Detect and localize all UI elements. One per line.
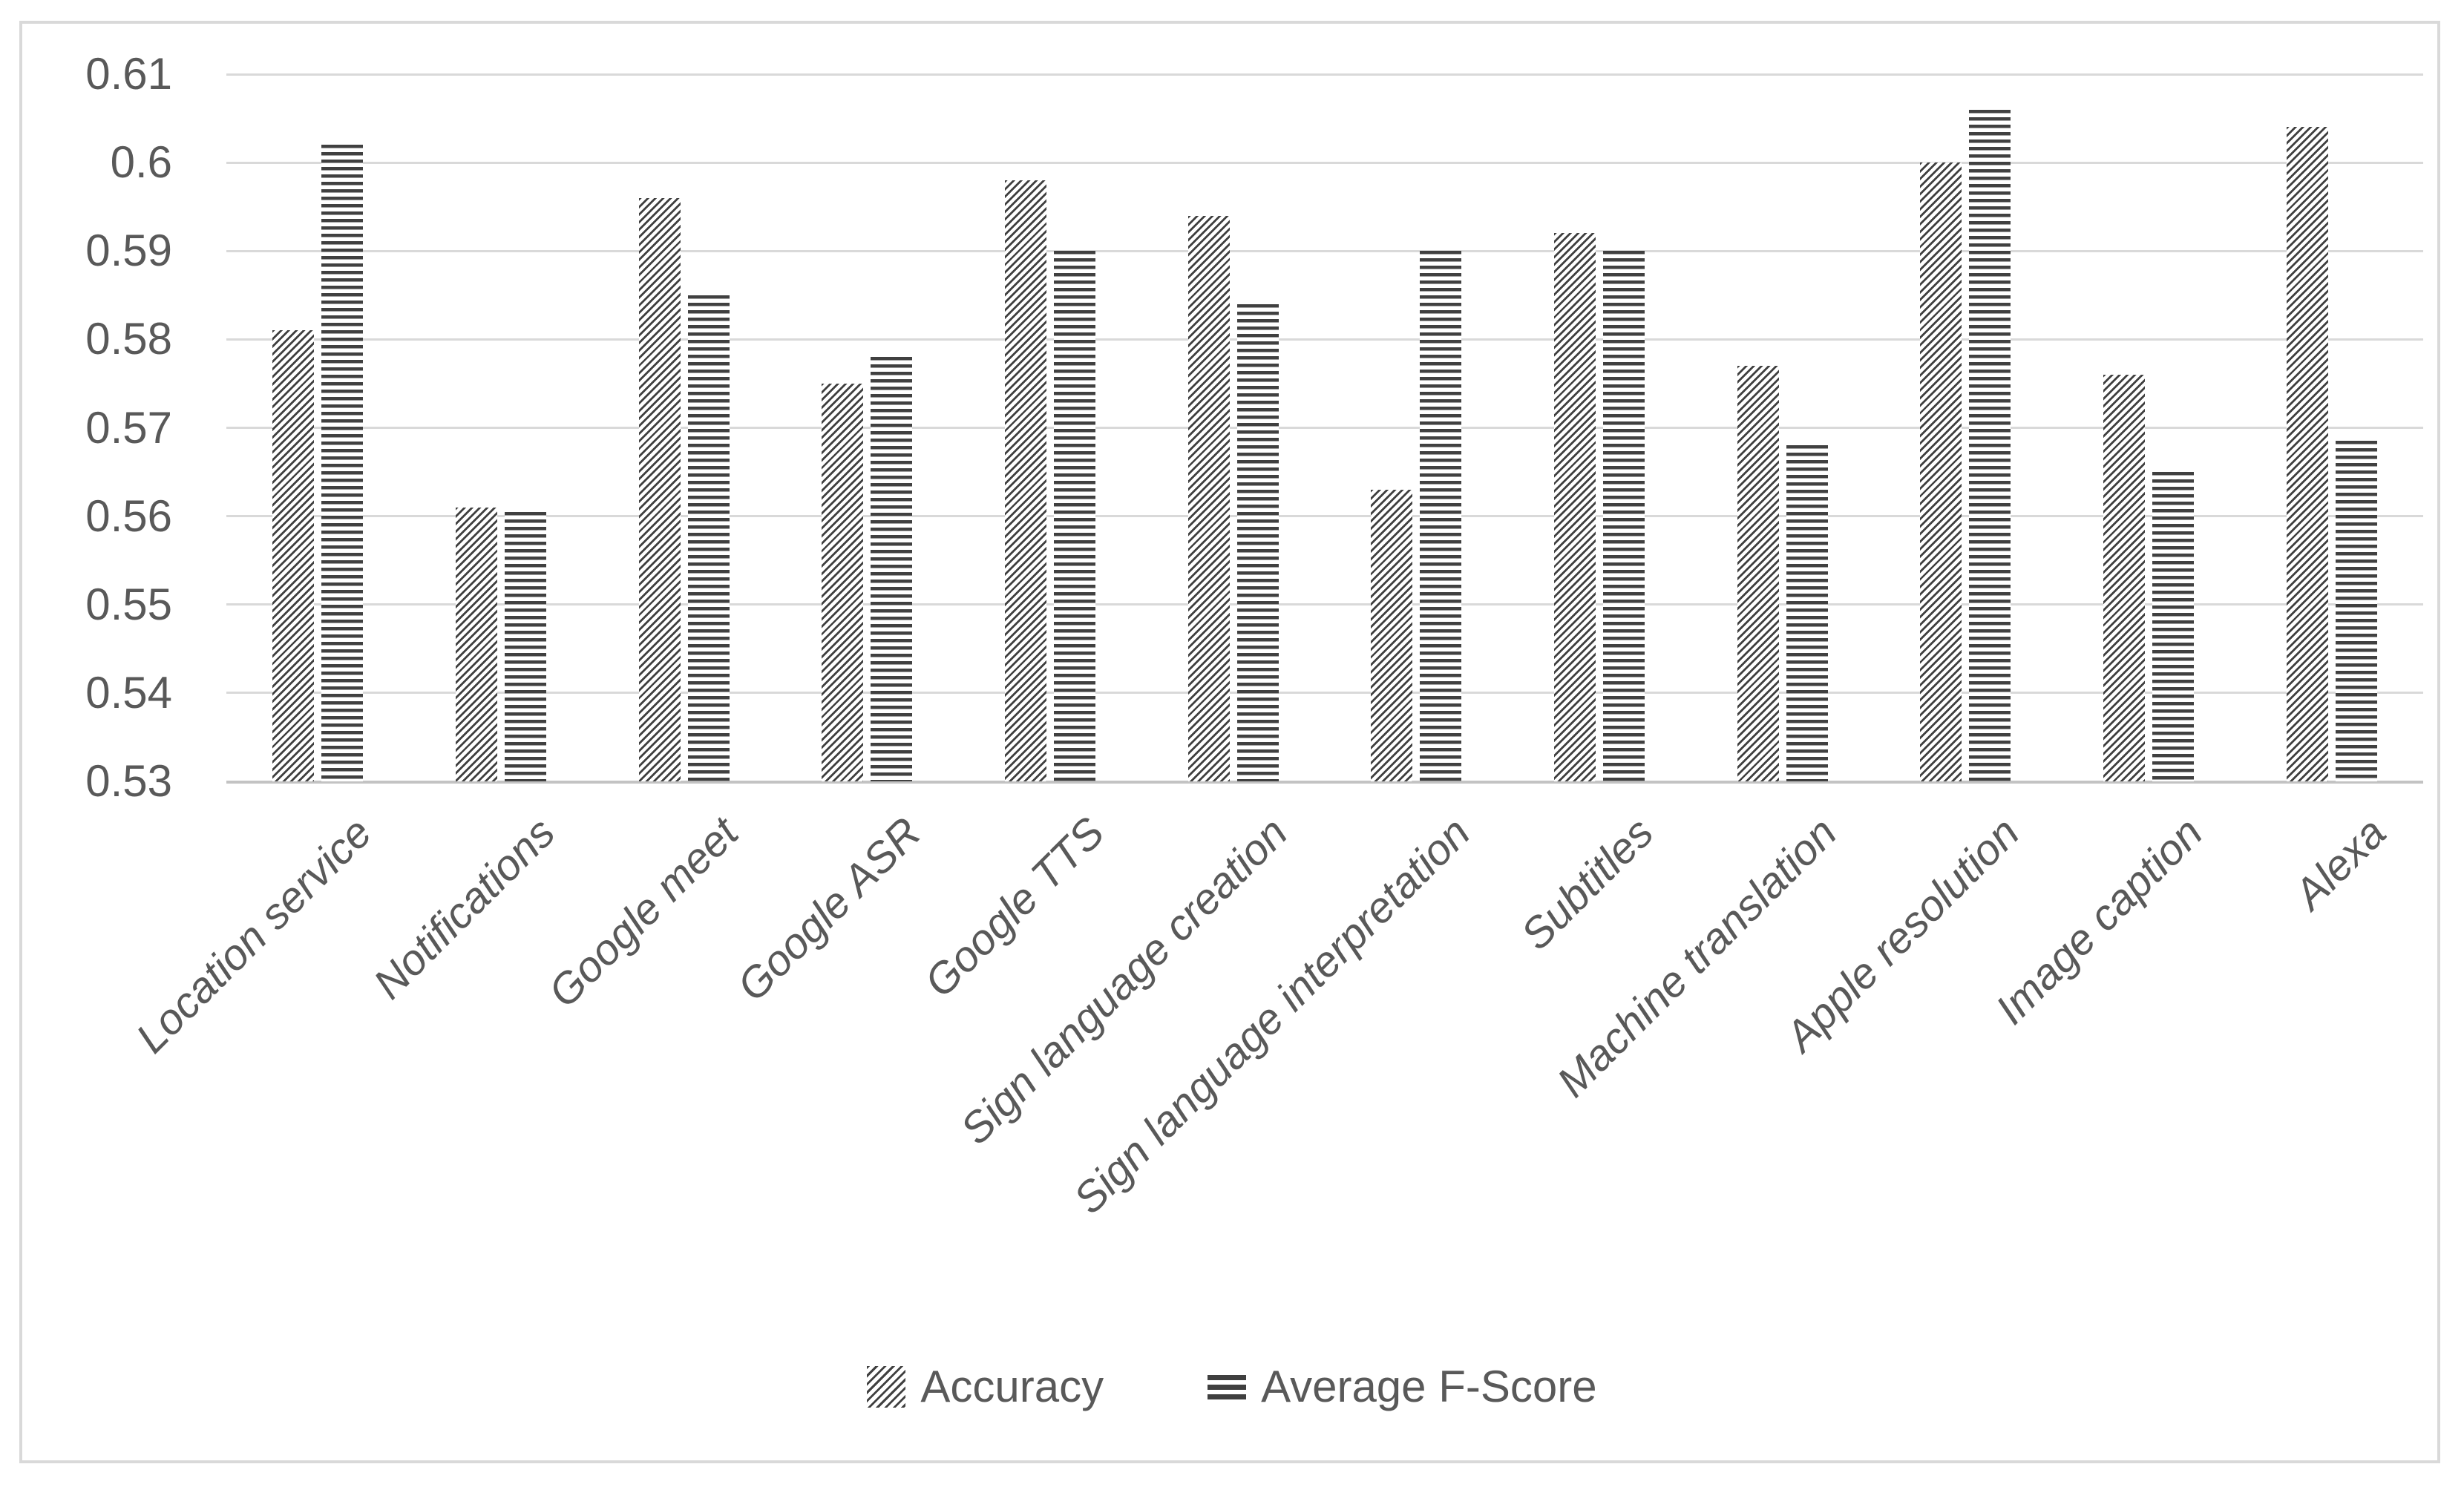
bar-average-f-score-subtitles <box>1603 251 1645 781</box>
legend: Accuracy Average F-Score <box>0 1359 2464 1414</box>
bar-accuracy-apple-resolution <box>1920 163 1962 781</box>
bar-accuracy-google-meet <box>638 197 681 781</box>
y-tick-label-0.59: 0.59 <box>85 226 172 276</box>
bar-average-f-score-notifications <box>505 511 546 781</box>
legend-label-average-f-score: Average F-Score <box>1261 1362 1597 1411</box>
y-tick-label-0.6: 0.6 <box>110 137 172 188</box>
y-tick-label-0.55: 0.55 <box>85 579 172 629</box>
gridline-0.57 <box>226 427 2423 429</box>
bar-average-f-score-google-tts <box>1054 251 1095 781</box>
gridline-0.61 <box>226 73 2423 76</box>
legend-item-accuracy: Accuracy <box>867 1359 1104 1414</box>
bar-average-f-score-alexa <box>2335 441 2377 781</box>
bar-accuracy-image-caption <box>2103 375 2145 781</box>
bar-accuracy-google-tts <box>1005 180 1046 781</box>
gridline-0.54 <box>226 692 2423 695</box>
accuracy-diagonal-hatch-swatch-icon <box>867 1366 906 1408</box>
gridline-0.55 <box>226 603 2423 606</box>
bar-average-f-score-sign-language-creation <box>1236 303 1279 781</box>
bar-accuracy-notifications <box>456 507 497 781</box>
bar-accuracy-sign-language-interpretation <box>1371 489 1413 781</box>
bar-accuracy-location-service <box>272 330 315 781</box>
bar-average-f-score-image-caption <box>2152 472 2194 781</box>
bar-average-f-score-machine-translation <box>1786 445 1828 781</box>
y-tick-label-0.53: 0.53 <box>85 756 172 806</box>
y-tick-label-0.58: 0.58 <box>85 314 172 364</box>
legend-label-accuracy: Accuracy <box>920 1362 1104 1411</box>
bar-average-f-score-google-asr <box>871 357 913 781</box>
gridline-0.6 <box>226 161 2423 164</box>
x-axis-line <box>226 780 2423 784</box>
bar-accuracy-subtitles <box>1554 233 1596 781</box>
gridline-0.58 <box>226 338 2423 341</box>
bar-accuracy-google-asr <box>822 383 864 781</box>
legend-item-average-f-score: Average F-Score <box>1208 1359 1597 1414</box>
fscore-horizontal-lines-swatch-icon <box>1208 1371 1247 1403</box>
y-tick-label-0.61: 0.61 <box>85 49 172 99</box>
y-tick-label-0.54: 0.54 <box>85 667 172 718</box>
bar-average-f-score-location-service <box>321 145 364 781</box>
bar-accuracy-sign-language-creation <box>1187 215 1230 781</box>
y-tick-label-0.57: 0.57 <box>85 402 172 453</box>
bar-accuracy-machine-translation <box>1737 366 1779 781</box>
bar-average-f-score-google-meet <box>687 295 730 781</box>
gridline-0.56 <box>226 515 2423 518</box>
gridline-0.59 <box>226 249 2423 252</box>
chart-border-frame <box>19 21 2440 1463</box>
bar-average-f-score-sign-language-interpretation <box>1420 251 1462 781</box>
bar-average-f-score-apple-resolution <box>1969 109 2011 781</box>
y-tick-label-0.56: 0.56 <box>85 490 172 541</box>
bar-accuracy-alexa <box>2286 127 2328 781</box>
